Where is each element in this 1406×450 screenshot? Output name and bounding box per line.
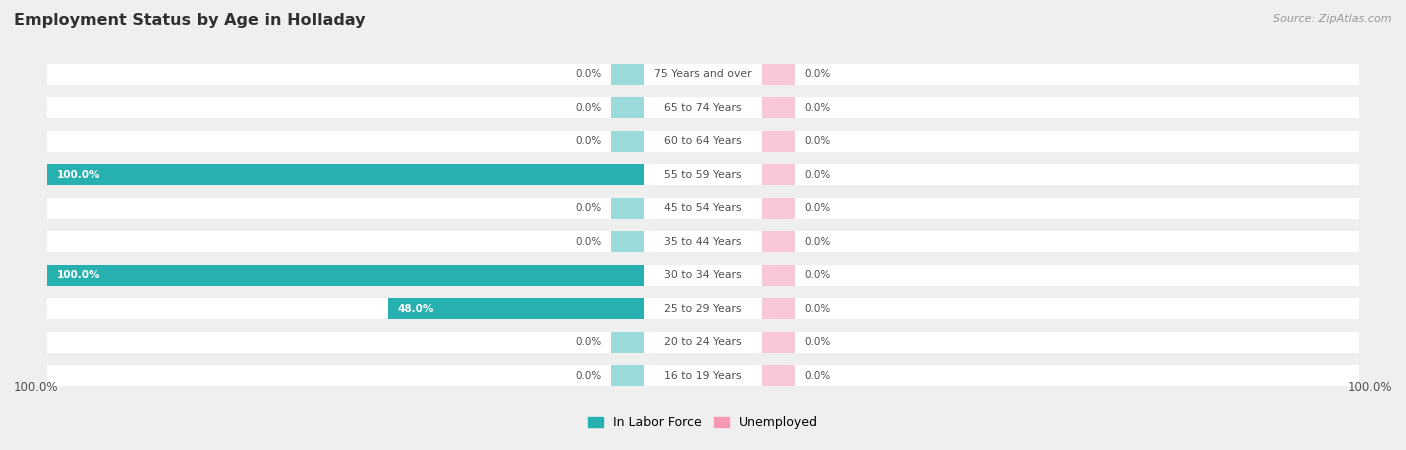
Text: 0.0%: 0.0%	[804, 203, 831, 213]
Bar	[46, 64, 1360, 85]
Text: 16 to 19 Years: 16 to 19 Years	[664, 371, 742, 381]
Bar	[762, 64, 794, 85]
Text: 0.0%: 0.0%	[575, 136, 602, 146]
Bar	[762, 365, 794, 386]
Bar	[46, 265, 644, 286]
Text: 75 Years and over: 75 Years and over	[654, 69, 752, 79]
Text: 30 to 34 Years: 30 to 34 Years	[664, 270, 742, 280]
Bar	[46, 332, 1360, 353]
Text: 0.0%: 0.0%	[575, 69, 602, 79]
Text: 0.0%: 0.0%	[575, 371, 602, 381]
Bar	[46, 231, 1360, 252]
Text: 0.0%: 0.0%	[804, 136, 831, 146]
Text: 100.0%: 100.0%	[56, 170, 100, 180]
Bar	[762, 164, 794, 185]
Bar	[46, 298, 1360, 319]
Text: 0.0%: 0.0%	[804, 270, 831, 280]
Text: 0.0%: 0.0%	[804, 338, 831, 347]
Text: 60 to 64 Years: 60 to 64 Years	[664, 136, 742, 146]
Legend: In Labor Force, Unemployed: In Labor Force, Unemployed	[583, 411, 823, 434]
Bar	[46, 97, 1360, 118]
Bar	[612, 231, 644, 252]
Text: 0.0%: 0.0%	[804, 304, 831, 314]
Bar	[762, 298, 794, 319]
Bar	[46, 131, 1360, 152]
Bar	[762, 231, 794, 252]
Text: 20 to 24 Years: 20 to 24 Years	[664, 338, 742, 347]
Bar	[762, 332, 794, 353]
Text: 100.0%: 100.0%	[1347, 381, 1392, 394]
Bar	[612, 332, 644, 353]
Text: 0.0%: 0.0%	[575, 103, 602, 112]
Bar	[762, 198, 794, 219]
Bar	[762, 131, 794, 152]
Text: 25 to 29 Years: 25 to 29 Years	[664, 304, 742, 314]
Bar	[612, 365, 644, 386]
Text: 65 to 74 Years: 65 to 74 Years	[664, 103, 742, 112]
Text: 0.0%: 0.0%	[804, 103, 831, 112]
Text: 0.0%: 0.0%	[804, 69, 831, 79]
Text: 35 to 44 Years: 35 to 44 Years	[664, 237, 742, 247]
Bar	[612, 64, 644, 85]
Text: 0.0%: 0.0%	[804, 170, 831, 180]
Text: 0.0%: 0.0%	[804, 371, 831, 381]
Bar	[612, 131, 644, 152]
Bar	[762, 265, 794, 286]
Text: 0.0%: 0.0%	[575, 237, 602, 247]
Bar	[46, 365, 1360, 386]
Text: 0.0%: 0.0%	[575, 338, 602, 347]
Text: Employment Status by Age in Holladay: Employment Status by Age in Holladay	[14, 14, 366, 28]
Bar	[46, 164, 644, 185]
Text: 55 to 59 Years: 55 to 59 Years	[664, 170, 742, 180]
Bar	[46, 198, 1360, 219]
Text: 48.0%: 48.0%	[398, 304, 434, 314]
Bar	[388, 298, 644, 319]
Bar	[46, 164, 1360, 185]
Bar	[612, 198, 644, 219]
Text: 0.0%: 0.0%	[804, 237, 831, 247]
Text: Source: ZipAtlas.com: Source: ZipAtlas.com	[1274, 14, 1392, 23]
Text: 0.0%: 0.0%	[575, 203, 602, 213]
Text: 45 to 54 Years: 45 to 54 Years	[664, 203, 742, 213]
Bar	[46, 265, 1360, 286]
Text: 100.0%: 100.0%	[56, 270, 100, 280]
Text: 100.0%: 100.0%	[14, 381, 59, 394]
Bar	[612, 97, 644, 118]
Bar	[762, 97, 794, 118]
